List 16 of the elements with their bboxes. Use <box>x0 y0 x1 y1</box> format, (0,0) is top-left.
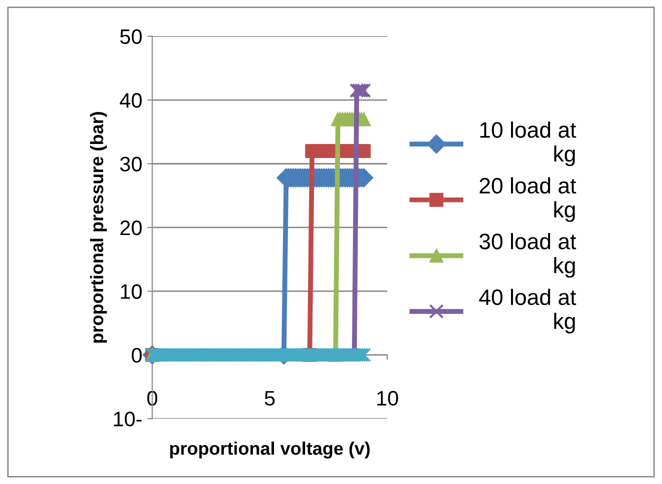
legend-label: 40 load at kg <box>479 288 576 334</box>
y-tick-label: 10 <box>120 284 142 299</box>
y-tick-label: 30 <box>120 156 142 172</box>
legend-label: 10 load at kg <box>480 122 576 166</box>
x-axis-title: proportional voltage (v) <box>170 442 370 459</box>
x-tick-label: 5 <box>264 391 275 406</box>
x-tick-label: 0 <box>147 390 158 406</box>
y-tick-label: 40 <box>120 93 142 108</box>
legend-label: 30 load at kg <box>479 233 576 278</box>
y-axis-title: proportional pressure (bar) <box>90 112 107 343</box>
y-tick-label: 0 <box>132 348 142 363</box>
y-tick-label: 20 <box>120 220 142 236</box>
y-tick-label: 50 <box>120 29 142 44</box>
legend-label: 20 load at kg <box>480 177 576 222</box>
y-tick-label: 10- <box>114 412 142 426</box>
x-tick-label: 10 <box>377 390 398 406</box>
